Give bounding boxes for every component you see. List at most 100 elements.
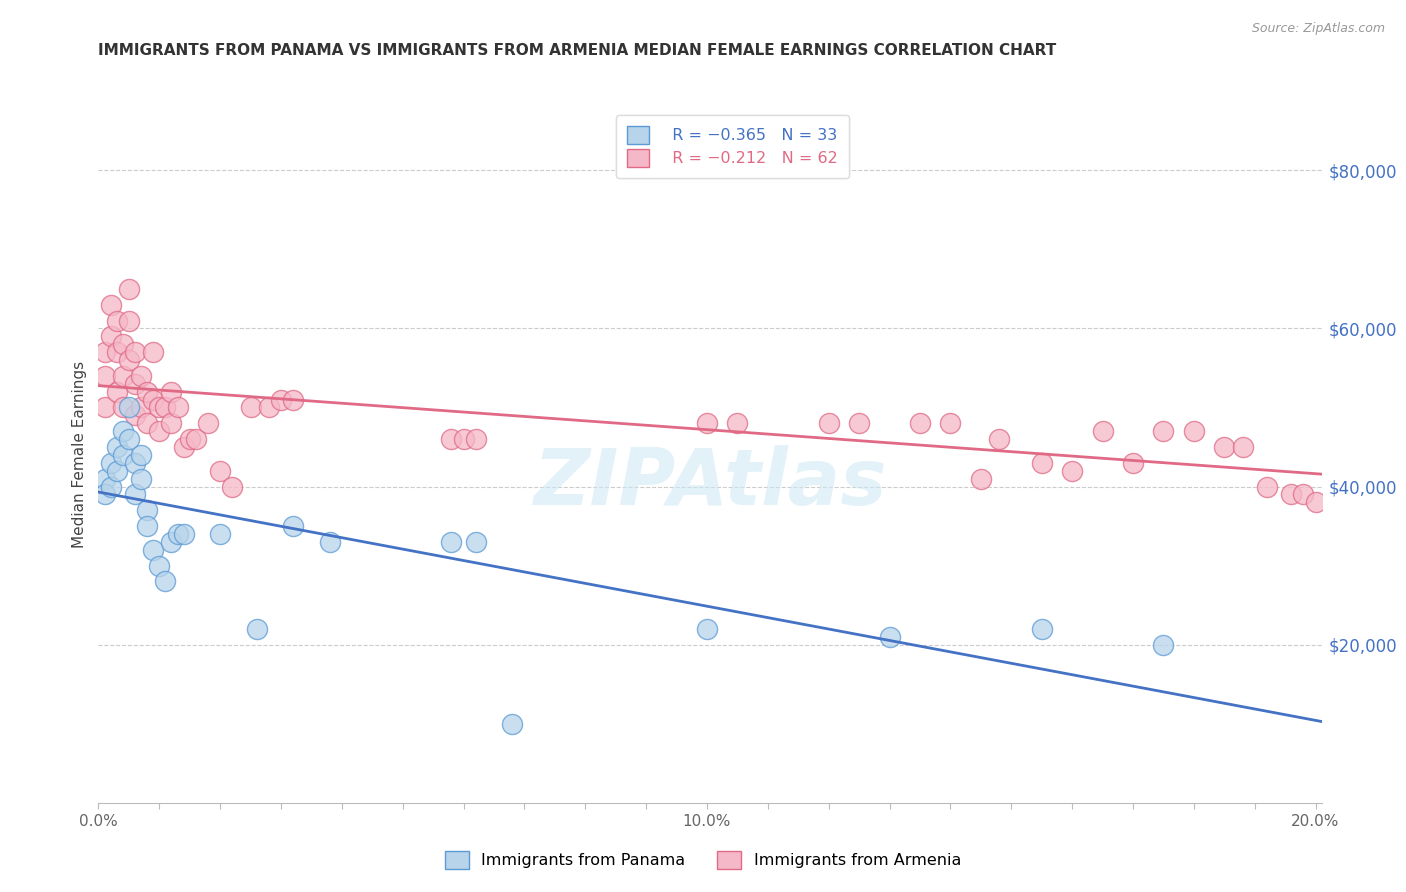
Point xyxy=(129,472,152,486)
Point xyxy=(129,368,152,383)
Point xyxy=(124,409,146,423)
Point xyxy=(464,535,486,549)
Point xyxy=(93,401,115,415)
Point xyxy=(93,487,115,501)
Point xyxy=(246,622,269,636)
Point xyxy=(118,282,141,296)
Point xyxy=(142,345,165,359)
Point xyxy=(105,384,128,399)
Point xyxy=(155,401,177,415)
Point xyxy=(93,472,115,486)
Point xyxy=(270,392,292,407)
Point xyxy=(283,392,305,407)
Legend: Immigrants from Panama, Immigrants from Armenia: Immigrants from Panama, Immigrants from … xyxy=(439,845,967,875)
Point xyxy=(1213,440,1236,454)
Point xyxy=(111,424,134,438)
Point xyxy=(100,298,122,312)
Point xyxy=(105,313,128,327)
Point xyxy=(501,716,523,731)
Point xyxy=(179,432,201,446)
Point xyxy=(118,313,141,327)
Point xyxy=(440,535,463,549)
Point xyxy=(1091,424,1114,438)
Point xyxy=(318,535,340,549)
Point xyxy=(184,432,207,446)
Point xyxy=(1152,424,1174,438)
Point xyxy=(93,345,115,359)
Point xyxy=(142,542,165,557)
Point xyxy=(105,345,128,359)
Point xyxy=(464,432,486,446)
Point xyxy=(696,622,718,636)
Point xyxy=(118,432,141,446)
Point xyxy=(148,401,170,415)
Point xyxy=(209,464,232,478)
Point xyxy=(988,432,1011,446)
Point xyxy=(221,479,243,493)
Y-axis label: Median Female Earnings: Median Female Earnings xyxy=(72,361,87,549)
Point xyxy=(209,527,232,541)
Point xyxy=(1305,495,1327,509)
Legend:   R = −0.365   N = 33,   R = −0.212   N = 62: R = −0.365 N = 33, R = −0.212 N = 62 xyxy=(616,115,849,178)
Point xyxy=(725,417,748,431)
Point xyxy=(173,527,195,541)
Point xyxy=(111,337,134,351)
Point xyxy=(100,456,122,470)
Point xyxy=(111,368,134,383)
Text: Source: ZipAtlas.com: Source: ZipAtlas.com xyxy=(1251,22,1385,36)
Point xyxy=(1182,424,1205,438)
Point xyxy=(136,519,159,533)
Text: IMMIGRANTS FROM PANAMA VS IMMIGRANTS FROM ARMENIA MEDIAN FEMALE EARNINGS CORRELA: IMMIGRANTS FROM PANAMA VS IMMIGRANTS FRO… xyxy=(98,43,1057,58)
Point xyxy=(848,417,870,431)
Point xyxy=(124,456,146,470)
Point xyxy=(173,440,195,454)
Point xyxy=(257,401,280,415)
Point xyxy=(1152,638,1174,652)
Point xyxy=(111,401,134,415)
Point xyxy=(1031,456,1053,470)
Point xyxy=(1031,622,1053,636)
Point xyxy=(142,392,165,407)
Point xyxy=(1279,487,1302,501)
Point xyxy=(1062,464,1084,478)
Point xyxy=(129,401,152,415)
Point xyxy=(148,424,170,438)
Point xyxy=(105,464,128,478)
Point xyxy=(239,401,262,415)
Point xyxy=(908,417,931,431)
Text: ZIPAtlas: ZIPAtlas xyxy=(533,445,887,521)
Point xyxy=(105,440,128,454)
Point xyxy=(136,384,159,399)
Point xyxy=(939,417,962,431)
Point xyxy=(129,448,152,462)
Point xyxy=(1232,440,1254,454)
Point xyxy=(197,417,219,431)
Point xyxy=(93,368,115,383)
Point xyxy=(166,401,188,415)
Point xyxy=(879,630,901,644)
Point xyxy=(124,376,146,391)
Point xyxy=(970,472,993,486)
Point xyxy=(817,417,839,431)
Point xyxy=(136,417,159,431)
Point xyxy=(124,487,146,501)
Point xyxy=(136,503,159,517)
Point xyxy=(148,558,170,573)
Point xyxy=(440,432,463,446)
Point xyxy=(160,417,183,431)
Point xyxy=(696,417,718,431)
Point xyxy=(1256,479,1278,493)
Point xyxy=(100,479,122,493)
Point xyxy=(1292,487,1315,501)
Point xyxy=(124,345,146,359)
Point xyxy=(166,527,188,541)
Point xyxy=(100,329,122,343)
Point xyxy=(160,384,183,399)
Point xyxy=(453,432,475,446)
Point xyxy=(155,574,177,589)
Point xyxy=(160,535,183,549)
Point xyxy=(283,519,305,533)
Point xyxy=(111,448,134,462)
Point xyxy=(118,353,141,368)
Point xyxy=(1122,456,1144,470)
